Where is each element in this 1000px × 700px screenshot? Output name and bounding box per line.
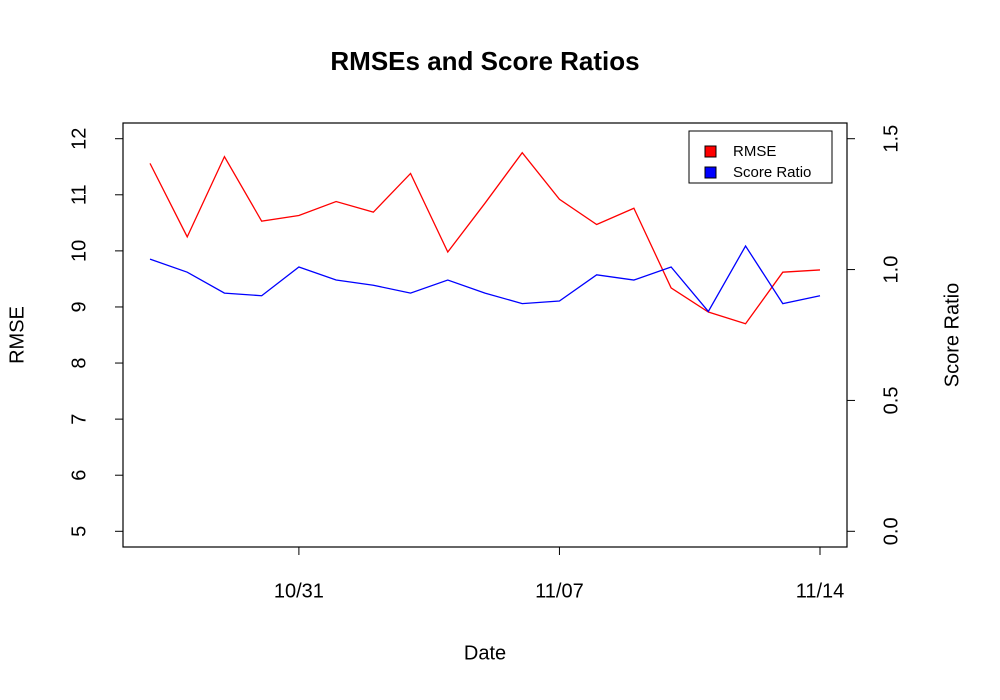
y2-tick-label: 0.5 [880,387,902,415]
y2-tick-label: 1.5 [880,125,902,153]
y2-axis-label: Score Ratio [941,283,963,388]
legend-label: RMSE [733,143,776,160]
plot-box [122,122,848,548]
y-tick-label: 8 [68,357,90,368]
y2-tick-label: 0.0 [880,517,902,545]
chart-title: RMSEs and Score Ratios [330,46,639,76]
y2-tick-label: 1.0 [880,256,902,284]
y-tick-label: 7 [68,414,90,425]
y-tick-label: 11 [68,184,90,205]
legend-label: Score Ratio [733,164,811,181]
y-tick-label: 6 [68,470,90,481]
legend-swatch [704,166,717,179]
y-tick-label: 5 [68,526,90,537]
x-tick-label: 11/07 [535,580,584,602]
x-axis-label: Date [464,642,506,664]
line [149,244,821,313]
y-tick-label: 9 [68,301,90,312]
x-tick-label: 11/14 [796,580,845,602]
y-tick-label: 10 [68,240,90,262]
y-axis-label: RMSE [6,306,28,364]
y-tick-label: 12 [68,128,90,150]
x-tick-label: 10/31 [274,580,324,602]
legend-swatch [704,145,717,158]
